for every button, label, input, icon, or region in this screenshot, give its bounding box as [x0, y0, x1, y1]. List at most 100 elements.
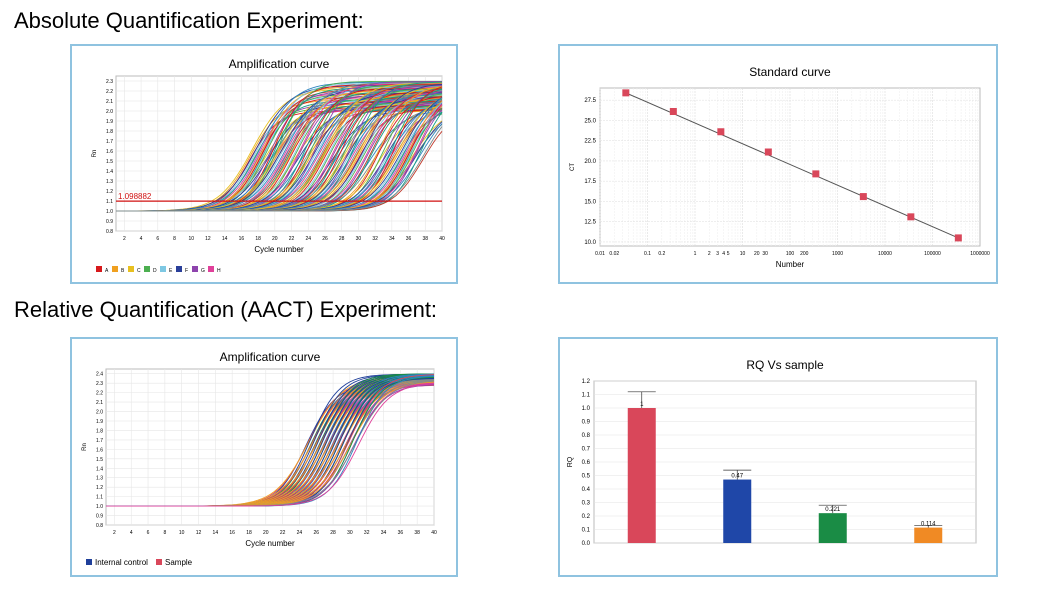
legend-swatch [86, 559, 92, 565]
x-tick-label: 30 [762, 251, 768, 257]
x-tick-label: 20 [272, 236, 278, 242]
x-tick-label: 0.1 [644, 251, 651, 257]
bar [914, 527, 943, 543]
x-tick-label: 6 [156, 236, 159, 242]
y-tick-label: 27.5 [584, 98, 596, 104]
legend-swatch [144, 266, 150, 272]
x-tick-label: 28 [330, 530, 336, 536]
chart-title: Standard curve [749, 65, 831, 79]
x-tick-label: 4 [140, 236, 143, 242]
y-tick-label: 1.6 [106, 149, 113, 155]
x-tick-label: 2 [708, 251, 711, 257]
y-tick-label: 0.3 [582, 501, 591, 507]
legend-swatch [208, 266, 214, 272]
legend-entry: C [137, 268, 141, 274]
x-tick-label: 1 [694, 251, 697, 257]
x-tick-label: 0.02 [609, 251, 619, 257]
legend-swatch [176, 266, 182, 272]
y-tick-label: 0.9 [106, 219, 113, 225]
x-tick-label: 34 [381, 530, 387, 536]
y-tick-label: 12.5 [584, 220, 596, 226]
relative-heading: Relative Quantification (AACT) Experimen… [14, 297, 438, 322]
data-point [764, 148, 772, 156]
x-tick-label: 3 [716, 251, 719, 257]
legend-entry: A [105, 268, 109, 274]
x-axis-label: Cycle number [254, 245, 304, 254]
x-tick-label: 18 [246, 530, 252, 536]
y-tick-label: 1.8 [106, 129, 113, 135]
x-tick-label: 10 [188, 236, 194, 242]
legend-swatch [112, 266, 118, 272]
y-tick-label: 1.3 [106, 179, 113, 185]
y-axis-label: RQ [567, 456, 574, 467]
y-tick-label: 1.1 [582, 393, 591, 399]
x-tick-label: 14 [213, 530, 219, 536]
legend-entry: F [185, 268, 188, 274]
x-tick-label: 1000000 [970, 251, 990, 257]
bar [723, 479, 752, 543]
relative-amplification-panel: Amplification curve 2 4 6 8 10 12 14 16 18 20 22 24 2… [70, 337, 458, 577]
y-tick-label: 1.6 [96, 447, 103, 453]
y-axis-label: CT [570, 163, 576, 171]
y-tick-label: 10.0 [584, 240, 596, 246]
y-tick-label: 0.0 [582, 541, 591, 547]
y-tick-label: 1.0 [96, 504, 103, 510]
y-tick-label: 1.2 [582, 379, 591, 385]
y-tick-label: 2.4 [96, 372, 103, 378]
absolute-amplification-panel: Amplification curve 2 4 6 8 10 12 14 16 18 20 22 24 2… [70, 44, 458, 284]
rq-bar-chart: RQ Vs sample 0.0 0.1 0.2 0.3 0.4 0.5 0.6 0.7 0.8 0… [567, 358, 977, 547]
y-tick-label: 0.6 [582, 460, 591, 466]
x-tick-label: 4 [722, 251, 725, 257]
x-tick-label: 26 [322, 236, 328, 242]
x-axis-label: Cycle number [245, 539, 295, 548]
y-tick-label: 0.2 [582, 514, 591, 520]
rq-bar-panel: RQ Vs sample 0.0 0.1 0.2 0.3 0.4 0.5 0.6 0.7 0.8 0… [558, 337, 998, 577]
legend-swatch [96, 266, 102, 272]
y-tick-label: 1.1 [96, 495, 103, 501]
x-tick-label: 10 [740, 251, 746, 257]
y-tick-label: 0.9 [582, 420, 591, 426]
legend-entry: D [153, 268, 157, 274]
y-tick-label: 1.3 [96, 476, 103, 482]
y-tick-label: 1.9 [96, 419, 103, 425]
y-tick-label: 2.2 [96, 391, 103, 397]
y-tick-label: 20.0 [584, 159, 596, 165]
x-tick-label: 36 [406, 236, 412, 242]
x-tick-label: 0.01 [595, 251, 605, 257]
y-axis-label: Rn [82, 443, 88, 451]
x-tick-label: 20 [754, 251, 760, 257]
data-label: 0.47 [731, 474, 743, 480]
chart-title: Amplification curve [229, 57, 330, 71]
y-tick-label: 2.3 [96, 381, 103, 387]
absolute-heading: Absolute Quantification Experiment: [14, 8, 364, 33]
legend-entry: Internal control [95, 558, 148, 567]
y-tick-label: 1.1 [106, 199, 113, 205]
x-tick-label: 12 [205, 236, 211, 242]
data-point [954, 234, 962, 242]
x-tick-label: 10000 [878, 251, 892, 257]
x-tick-label: 22 [280, 530, 286, 536]
y-tick-label: 2.2 [106, 89, 113, 95]
x-tick-label: 16 [229, 530, 235, 536]
standard-curve-panel: Standard curve 10.0 12.5 15.0 17.5 20.0 22.5 25… [558, 44, 998, 284]
legend-entry: E [169, 268, 173, 274]
y-tick-label: 1.4 [106, 169, 113, 175]
x-tick-label: 32 [372, 236, 378, 242]
x-tick-label: 100000 [924, 251, 941, 257]
x-tick-label: 5 [727, 251, 730, 257]
x-tick-label: 20 [263, 530, 269, 536]
threshold-label: 1.098882 [118, 192, 152, 201]
x-tick-label: 8 [163, 530, 166, 536]
amplification-curve [106, 383, 435, 507]
legend-entry: Sample [165, 558, 193, 567]
y-tick-label: 22.5 [584, 139, 596, 145]
y-tick-label: 0.8 [96, 523, 103, 529]
legend-entry: H [217, 268, 221, 274]
y-tick-label: 2.3 [106, 79, 113, 85]
x-tick-label: 22 [289, 236, 295, 242]
x-tick-label: 8 [173, 236, 176, 242]
x-tick-label: 40 [439, 236, 445, 242]
legend-entry: G [201, 268, 205, 274]
x-tick-label: 38 [414, 530, 420, 536]
